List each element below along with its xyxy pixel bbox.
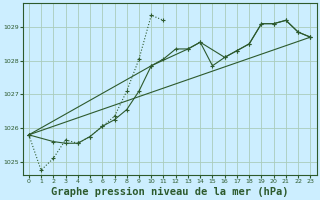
X-axis label: Graphe pression niveau de la mer (hPa): Graphe pression niveau de la mer (hPa) (51, 186, 288, 197)
